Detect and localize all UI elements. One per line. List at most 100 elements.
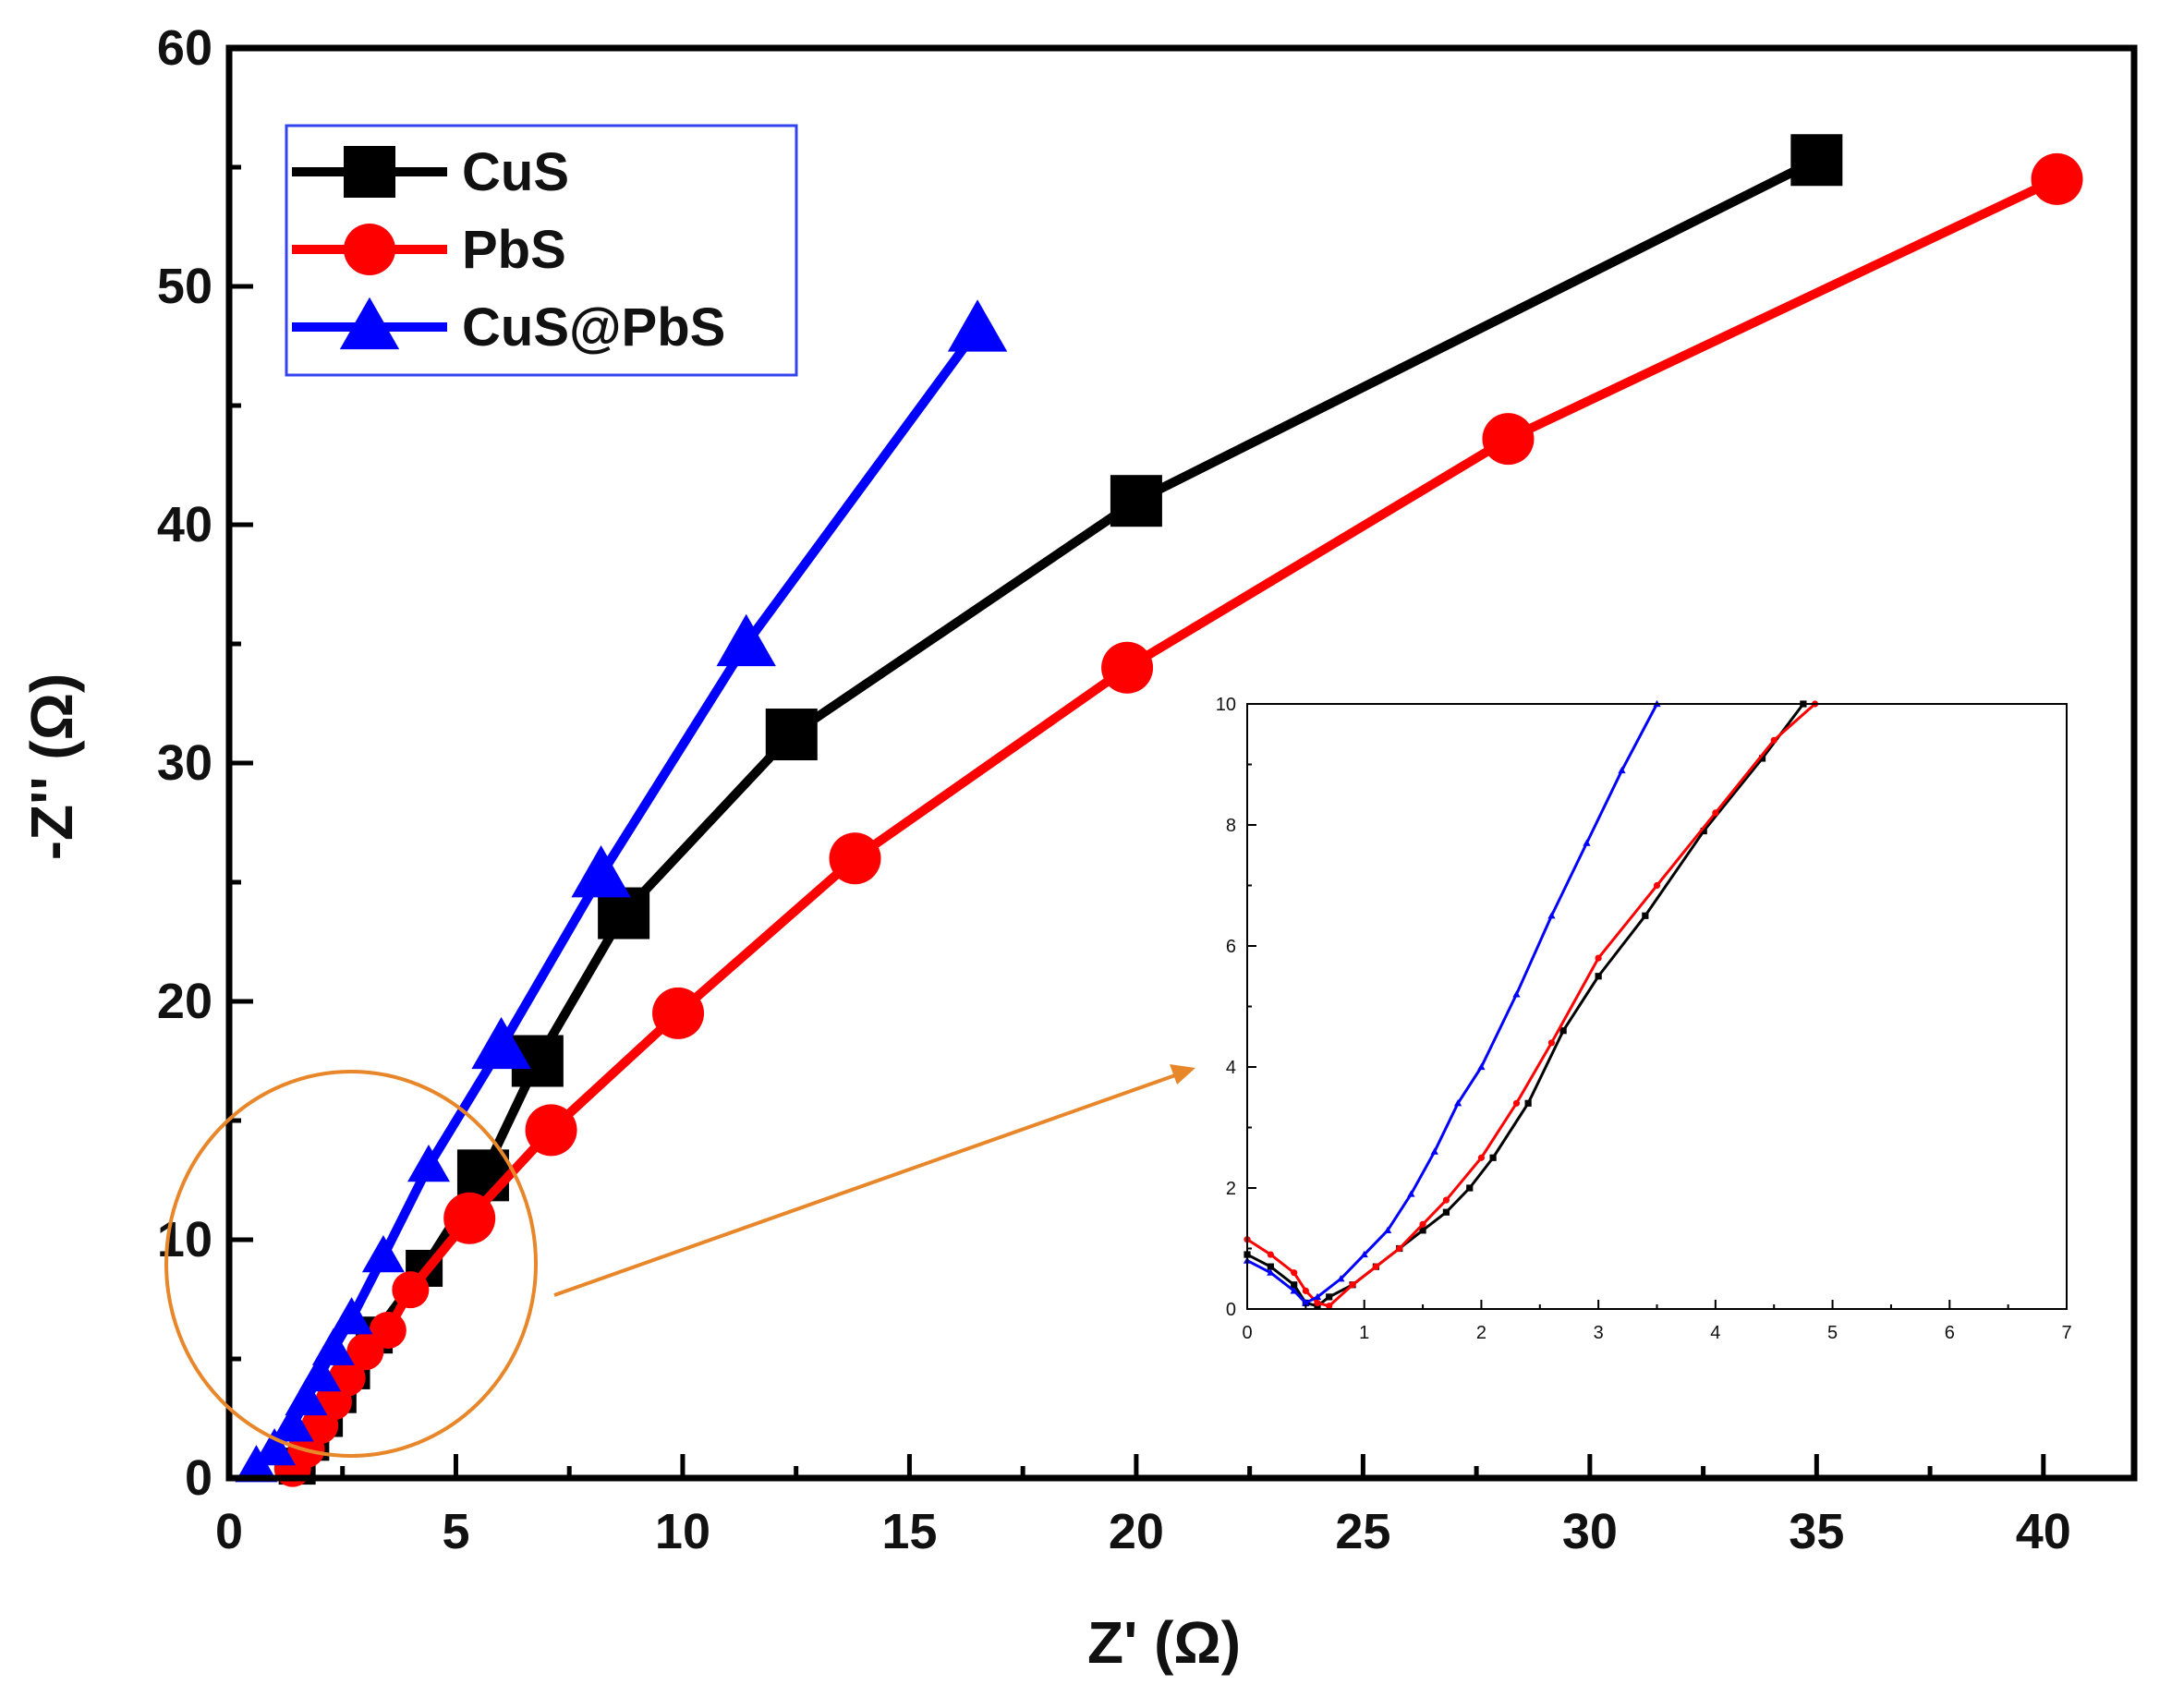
main-data-point [407, 1145, 451, 1182]
inset-data-point [1337, 1275, 1345, 1282]
inset-data-point [1770, 736, 1778, 744]
inset-y-tick-label: 4 [1226, 1058, 1236, 1078]
inset-data-point [1442, 1196, 1450, 1204]
inset-data-point [1326, 1303, 1333, 1310]
inset-x-tick-label: 6 [1945, 1323, 1955, 1343]
inset-data-point [1326, 1293, 1333, 1301]
inset-data-point [1267, 1268, 1275, 1276]
inset-plot: 0 1 2 3 4 5 6 7 0 2 4 6 8 10 [1216, 695, 2072, 1343]
inset-data-point [1396, 1244, 1403, 1253]
main-x-tick-label: 30 [1562, 1504, 1618, 1559]
inset-data-point [1291, 1281, 1298, 1289]
inset-data-point [1559, 1027, 1567, 1035]
main-data-point [1790, 134, 1843, 187]
main-data-point [1482, 413, 1535, 466]
inset-data-point [1477, 1154, 1486, 1161]
inset-data-point [1302, 1299, 1310, 1306]
main-y-tick-label: 0 [185, 1450, 212, 1506]
main-data-point [947, 299, 1008, 352]
legend-item-pbs: PbS [292, 220, 566, 280]
legend-label: CuS [462, 142, 569, 202]
inset-data-point [1524, 1099, 1532, 1107]
main-x-tick-label: 10 [655, 1504, 710, 1559]
inset-y-tick-label: 6 [1226, 937, 1236, 957]
inset-data-point [1466, 1184, 1474, 1192]
main-data-point [2031, 152, 2083, 205]
main-data-point [829, 832, 881, 885]
inset-y-tick-label: 2 [1226, 1179, 1236, 1199]
main-series-cus-pbs [235, 299, 1008, 1483]
main-data-point [443, 1192, 496, 1244]
inset-data-point [1349, 1281, 1356, 1289]
main-x-tick-label: 20 [1109, 1504, 1164, 1559]
legend-items: CuS PbS CuS@PbS [292, 142, 725, 358]
inset-data-point [1291, 1269, 1298, 1277]
inset-background [1247, 704, 2067, 1309]
inset-tick-labels: 0 1 2 3 4 5 6 7 0 2 4 6 8 10 [1216, 695, 2072, 1343]
inset-data-point [1547, 1039, 1556, 1047]
main-x-tick-label: 40 [2016, 1504, 2071, 1559]
legend-marker [339, 297, 400, 350]
main-y-tick-label: 20 [157, 974, 212, 1029]
inset-data-point [1419, 1227, 1426, 1234]
legend-label: PbS [462, 220, 566, 280]
legend: CuS PbS CuS@PbS [285, 124, 798, 377]
main-x-tick-label: 35 [1789, 1504, 1844, 1559]
inset-data-point [1313, 1292, 1322, 1301]
zoom-arrow-line [553, 1073, 1176, 1297]
inset-x-tick-label: 2 [1476, 1323, 1486, 1343]
inset-data-point [1314, 1299, 1321, 1307]
main-data-point [716, 613, 776, 667]
zoom-ellipse [164, 1070, 538, 1458]
inset-series-group [1243, 699, 1819, 1310]
main-plot-frame [225, 44, 2138, 1482]
main-data-point [361, 1235, 405, 1273]
main-data-point [253, 1428, 297, 1466]
main-y-tick-label: 40 [157, 497, 212, 552]
inset-series-cus-pbs [1243, 699, 1661, 1306]
inset-y-tick-label: 8 [1226, 816, 1236, 836]
inset-data-point [1360, 1250, 1368, 1258]
inset-data-point [1419, 1220, 1426, 1228]
main-data-point [369, 1312, 406, 1350]
main-data-point [392, 1271, 430, 1309]
main-data-point [1110, 475, 1162, 527]
main-data-point [652, 987, 705, 1039]
main-data-point [311, 1327, 355, 1365]
main-data-point [285, 1377, 328, 1416]
main-data-point [525, 1104, 577, 1157]
main-x-tick-label: 15 [881, 1504, 937, 1559]
inset-frame [1246, 703, 2068, 1310]
inset-data-point [1372, 1263, 1379, 1270]
inset-data-point [1595, 954, 1602, 962]
main-y-tick-label: 60 [157, 20, 212, 76]
inset-data-point [1453, 1099, 1462, 1107]
legend-marker [344, 224, 395, 275]
inset-data-point [1407, 1190, 1415, 1197]
main-data-point [571, 845, 631, 898]
inset-y-tick-label: 10 [1216, 695, 1236, 715]
inset-data-point [1512, 1099, 1521, 1107]
inset-data-point [1618, 766, 1626, 774]
inset-x-tick-label: 5 [1827, 1323, 1838, 1343]
x-axis-title: Z' (Ω) [1087, 1609, 1241, 1676]
legend-item-cus-pbs: CuS@PbS [292, 297, 725, 358]
main-data-point [456, 1149, 509, 1202]
main-x-tick-label: 5 [442, 1504, 469, 1559]
inset-data-point [1267, 1251, 1274, 1258]
inset-data-point [1302, 1287, 1309, 1294]
inset-data-point [1758, 755, 1766, 762]
inset-x-tick-label: 7 [2061, 1323, 2071, 1343]
inset-x-tick-label: 1 [1359, 1323, 1369, 1343]
main-data-point [271, 1404, 314, 1442]
main-data-point [298, 1354, 342, 1392]
inset-data-point [1290, 1287, 1298, 1294]
legend-marker [344, 146, 395, 198]
inset-data-point [1653, 881, 1661, 890]
zoom-arrow-head [1170, 1064, 1195, 1085]
zoom-annotation [164, 1064, 1195, 1458]
inset-x-tick-label: 3 [1594, 1323, 1604, 1343]
legend-item-cus: CuS [292, 142, 569, 202]
